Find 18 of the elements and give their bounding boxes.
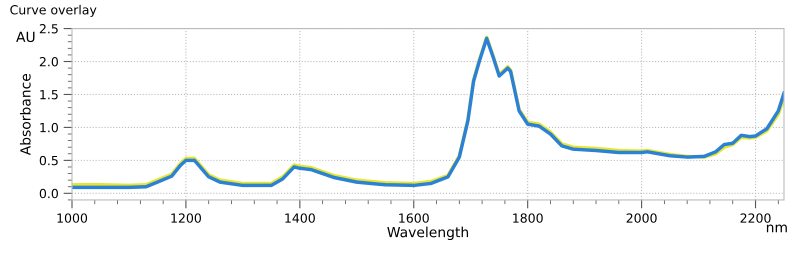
x-tick-label: 1800 — [513, 213, 543, 223]
x-tick-label: 1400 — [285, 213, 315, 223]
chart-title: Curve overlay — [10, 4, 96, 17]
x-tick-label: 1200 — [171, 213, 201, 223]
y-tick-label: 0.0 — [40, 188, 58, 198]
x-tick-label: 1600 — [399, 213, 429, 223]
x-tick-label: 2000 — [626, 213, 657, 223]
y-tick-label: 2.0 — [40, 56, 58, 66]
y-tick-label: 1.0 — [40, 122, 58, 132]
x-axis-title: Wavelength — [387, 226, 468, 240]
text: AU — [16, 32, 34, 42]
y-tick-label: 1.5 — [40, 90, 58, 100]
y-tick-label: 0.5 — [40, 156, 58, 166]
y-axis-title: Absorbance — [20, 74, 31, 156]
x-tick-label: 1000 — [57, 213, 88, 223]
text: nm — [766, 224, 787, 232]
y-tick-label: 2.5 — [40, 24, 58, 34]
x-tick-label: 2200 — [740, 213, 771, 223]
